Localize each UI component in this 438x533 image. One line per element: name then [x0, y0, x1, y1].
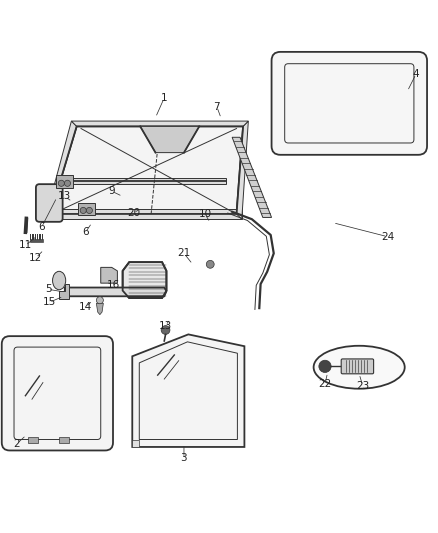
Polygon shape: [101, 268, 117, 283]
Polygon shape: [132, 440, 139, 447]
Text: 13: 13: [159, 321, 172, 330]
Polygon shape: [71, 121, 248, 126]
FancyBboxPatch shape: [36, 184, 63, 222]
Polygon shape: [78, 203, 95, 215]
Text: 21: 21: [177, 248, 191, 259]
Text: 6: 6: [82, 228, 89, 237]
Circle shape: [206, 260, 214, 268]
Text: 1: 1: [161, 93, 168, 103]
Polygon shape: [123, 262, 166, 298]
Polygon shape: [232, 138, 272, 217]
Text: 12: 12: [29, 253, 42, 263]
Polygon shape: [56, 174, 73, 188]
Ellipse shape: [314, 346, 405, 389]
Text: 9: 9: [108, 186, 115, 196]
Text: 7: 7: [213, 102, 220, 111]
Text: 22: 22: [318, 379, 332, 389]
Circle shape: [96, 297, 103, 304]
Circle shape: [319, 360, 331, 373]
Text: 5: 5: [45, 284, 52, 294]
Text: 15: 15: [42, 297, 56, 308]
Polygon shape: [28, 437, 38, 442]
Text: 20: 20: [127, 208, 140, 218]
Polygon shape: [132, 334, 244, 447]
Polygon shape: [61, 178, 226, 184]
Text: 11: 11: [19, 240, 32, 251]
Text: 23: 23: [356, 381, 369, 391]
Text: 14: 14: [79, 302, 92, 312]
Text: 13: 13: [58, 191, 71, 201]
Text: 16: 16: [106, 280, 120, 290]
Text: 3: 3: [180, 454, 187, 463]
FancyBboxPatch shape: [2, 336, 113, 450]
FancyBboxPatch shape: [272, 52, 427, 155]
Polygon shape: [30, 239, 43, 243]
Ellipse shape: [53, 271, 66, 290]
Circle shape: [80, 207, 86, 214]
Polygon shape: [45, 209, 242, 219]
Circle shape: [58, 180, 64, 187]
Polygon shape: [65, 287, 166, 296]
Polygon shape: [96, 303, 103, 314]
Polygon shape: [50, 126, 243, 214]
Circle shape: [161, 326, 170, 334]
Circle shape: [86, 207, 92, 214]
Polygon shape: [237, 121, 248, 219]
Polygon shape: [140, 126, 199, 152]
Polygon shape: [59, 284, 69, 300]
Text: 6: 6: [38, 222, 45, 232]
Circle shape: [64, 180, 71, 187]
Text: 4: 4: [413, 69, 420, 79]
Text: 10: 10: [198, 209, 212, 219]
Text: 2: 2: [13, 439, 20, 449]
Polygon shape: [59, 437, 69, 442]
Text: 24: 24: [381, 232, 394, 242]
FancyBboxPatch shape: [341, 359, 374, 374]
Polygon shape: [45, 121, 77, 219]
